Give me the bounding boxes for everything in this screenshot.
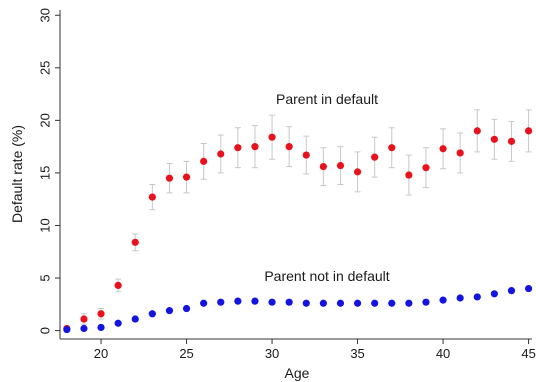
y-tick-label: 25: [37, 61, 52, 75]
data-point: [285, 298, 293, 306]
data-point: [165, 174, 174, 182]
data-point: [490, 135, 498, 143]
data-point: [131, 315, 139, 323]
x-axis-title: Age: [285, 365, 310, 381]
x-tick-label: 40: [436, 346, 450, 361]
data-point: [336, 299, 345, 307]
data-point: [251, 143, 259, 151]
x-tick-label: 45: [521, 346, 535, 361]
data-point: [456, 294, 464, 302]
data-point: [405, 171, 413, 179]
data-point: [319, 299, 327, 307]
x-tick-label: 25: [179, 346, 193, 361]
data-point: [302, 299, 310, 307]
y-axis-title: Default rate (%): [9, 125, 25, 223]
y-tick-label: 15: [37, 166, 52, 180]
y-tick-label: 20: [37, 113, 52, 127]
data-point: [319, 163, 327, 171]
data-point: [268, 133, 276, 141]
data-point: [182, 173, 191, 181]
data-point: [148, 310, 156, 318]
data-point: [234, 297, 242, 305]
data-point: [507, 137, 516, 145]
data-point: [422, 164, 430, 172]
data-point: [200, 157, 208, 165]
data-point: [439, 145, 447, 153]
data-point: [268, 298, 276, 306]
data-point: [490, 290, 498, 298]
series-parent-in-default: [63, 109, 533, 333]
data-point: [114, 281, 122, 289]
data-point: [524, 127, 533, 135]
data-point: [63, 325, 71, 334]
data-point: [165, 307, 174, 315]
data-point: [97, 323, 105, 332]
y-axis: 0 5 10 15 20 25 30: [37, 8, 60, 334]
y-tick-label: 30: [37, 8, 52, 22]
data-point: [388, 144, 396, 152]
data-point: [302, 151, 310, 159]
data-point: [353, 168, 362, 176]
data-point: [182, 304, 191, 313]
x-tick-label: 35: [350, 346, 364, 361]
data-point: [200, 299, 208, 307]
series-label-parent-in-default: Parent in default: [276, 91, 378, 107]
series-parent-not-in-default: [63, 284, 533, 334]
data-point: [353, 299, 362, 307]
data-point: [80, 324, 88, 333]
data-point: [285, 143, 293, 151]
data-point: [80, 315, 88, 323]
data-point: [97, 310, 105, 318]
y-tick-label: 5: [37, 274, 52, 281]
data-point: [371, 299, 379, 307]
data-point: [217, 150, 225, 158]
data-point: [251, 297, 259, 305]
data-point: [524, 284, 533, 293]
data-point: [388, 299, 396, 307]
x-tick-label: 20: [94, 346, 108, 361]
data-point: [336, 161, 345, 170]
plot-area: [63, 109, 533, 334]
data-point: [234, 144, 242, 152]
x-axis: 20 25 30 35 40 45: [94, 339, 536, 361]
data-point: [371, 153, 379, 161]
data-point: [405, 299, 413, 307]
data-point: [422, 298, 430, 306]
data-point: [439, 296, 447, 304]
data-point: [456, 149, 464, 157]
data-point: [131, 238, 139, 246]
data-point: [473, 293, 481, 301]
x-tick-label: 30: [265, 346, 279, 361]
data-point: [217, 298, 225, 306]
data-point: [148, 193, 156, 201]
data-point: [473, 127, 481, 135]
y-tick-label: 10: [37, 218, 52, 232]
y-tick-label: 0: [37, 327, 52, 334]
series-label-parent-not-in-default: Parent not in default: [264, 268, 389, 284]
data-point: [114, 319, 122, 327]
data-point: [507, 287, 516, 295]
